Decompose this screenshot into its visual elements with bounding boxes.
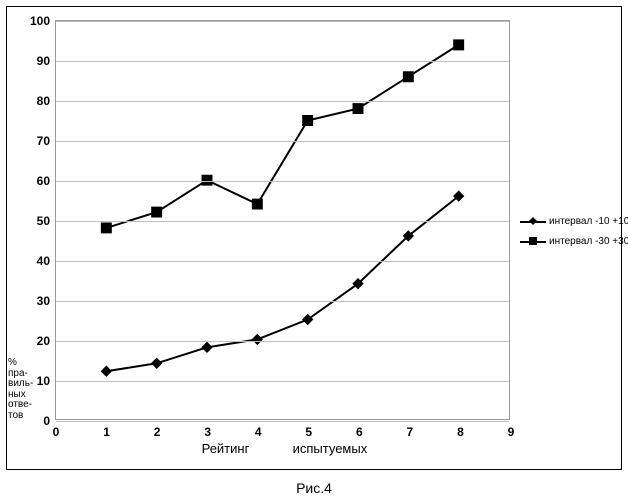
y-tick-label: 20 (37, 334, 50, 348)
y-tick-label: 80 (37, 94, 50, 108)
series-marker (252, 334, 262, 344)
series-marker (403, 72, 413, 82)
gridline (56, 421, 509, 422)
y-tick-label: 100 (30, 14, 50, 28)
series-marker (152, 358, 162, 368)
y-tick-label: 60 (37, 174, 50, 188)
gridline (56, 181, 509, 182)
gridline (56, 341, 509, 342)
x-tick-label: 2 (154, 425, 161, 439)
y-tick-label: 50 (37, 214, 50, 228)
gridline (56, 101, 509, 102)
series-marker (353, 104, 363, 114)
series-marker (252, 199, 262, 209)
series-marker (303, 116, 313, 126)
x-tick-label: 9 (508, 425, 515, 439)
series-marker (101, 366, 111, 376)
legend-swatch (520, 215, 546, 227)
legend-item: интервал -30 +30 (520, 235, 628, 247)
y-tick-label: 40 (37, 254, 50, 268)
x-tick-label: 3 (204, 425, 211, 439)
y-tick-label: 10 (37, 374, 50, 388)
gridline (56, 261, 509, 262)
diamond-icon (520, 215, 546, 227)
y-tick-label: 0 (43, 414, 50, 428)
plot-area: 01020304050607080901000123456789Рейтинги… (55, 20, 510, 420)
x-axis-label: Рейтинг (202, 441, 250, 456)
legend: интервал -10 +10 интервал -30 +30 (520, 215, 628, 255)
legend-swatch (520, 235, 546, 247)
x-tick-label: 7 (407, 425, 414, 439)
gridline (56, 141, 509, 142)
y-axis-label: %пра-виль-ныхотве-тов (8, 358, 33, 421)
x-tick-label: 4 (255, 425, 262, 439)
x-tick-label: 5 (305, 425, 312, 439)
series-line (106, 196, 458, 371)
legend-label: интервал -30 +30 (549, 236, 628, 247)
series-marker (454, 40, 464, 50)
series-marker (152, 207, 162, 217)
y-tick-label: 70 (37, 134, 50, 148)
gridline (56, 381, 509, 382)
gridline (56, 301, 509, 302)
series-marker (202, 342, 212, 352)
figure-caption: Рис.4 (0, 480, 628, 496)
x-tick-label: 0 (53, 425, 60, 439)
square-icon (520, 235, 546, 247)
legend-label: интервал -10 +10 (549, 216, 628, 227)
chart-svg (56, 21, 509, 419)
x-axis-label: испытуемых (293, 441, 368, 456)
gridline (56, 61, 509, 62)
legend-item: интервал -10 +10 (520, 215, 628, 227)
y-tick-label: 90 (37, 54, 50, 68)
page: 0 10 20 30 40 50 60 70 80 90 100 0 1 2 3 4 5 6 7 8 9 Рейтинг и… (0, 0, 628, 500)
gridline (56, 221, 509, 222)
x-tick-label: 8 (457, 425, 464, 439)
y-tick-label: 30 (37, 294, 50, 308)
x-tick-label: 6 (356, 425, 363, 439)
series-marker (101, 223, 111, 233)
gridline (56, 21, 509, 22)
x-tick-label: 1 (103, 425, 110, 439)
